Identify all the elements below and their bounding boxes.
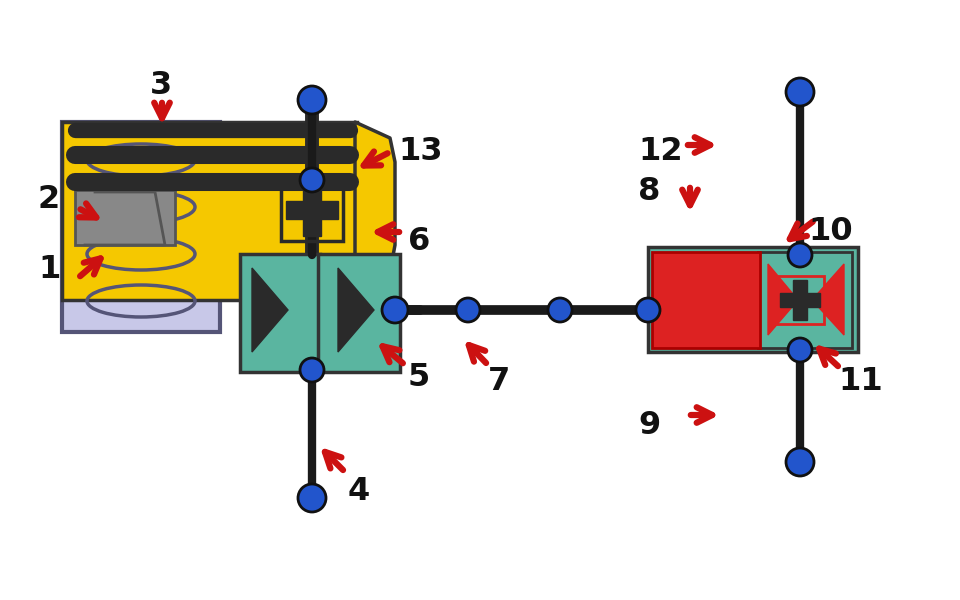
- Text: 9: 9: [638, 409, 660, 440]
- Text: 1: 1: [38, 254, 60, 286]
- Text: 11: 11: [838, 367, 883, 397]
- Polygon shape: [338, 268, 374, 352]
- Bar: [62, 122, 220, 332]
- Text: 6: 6: [408, 226, 430, 257]
- Polygon shape: [768, 264, 798, 335]
- Circle shape: [382, 297, 408, 323]
- Bar: [780, 293, 820, 307]
- Bar: [286, 202, 338, 218]
- Bar: [793, 280, 806, 320]
- Bar: [281, 179, 343, 241]
- Circle shape: [636, 298, 660, 322]
- Polygon shape: [812, 264, 844, 335]
- Circle shape: [298, 484, 326, 512]
- Bar: [303, 184, 321, 236]
- Bar: [648, 247, 858, 352]
- Text: 3: 3: [150, 70, 172, 100]
- Circle shape: [300, 168, 324, 192]
- Circle shape: [788, 338, 812, 362]
- Circle shape: [298, 86, 326, 114]
- Text: 13: 13: [398, 136, 443, 167]
- Text: 5: 5: [408, 362, 430, 394]
- Text: 4: 4: [348, 476, 371, 508]
- Circle shape: [786, 78, 814, 106]
- Circle shape: [786, 448, 814, 476]
- Bar: [758, 252, 852, 348]
- Circle shape: [548, 298, 572, 322]
- Text: 2: 2: [38, 185, 60, 215]
- Bar: [318, 254, 400, 372]
- Bar: [240, 254, 320, 372]
- Bar: [776, 276, 824, 324]
- Text: 12: 12: [638, 136, 683, 167]
- Circle shape: [456, 298, 480, 322]
- Text: 8: 8: [638, 176, 660, 208]
- Bar: [652, 252, 760, 348]
- Text: 7: 7: [488, 367, 511, 397]
- Bar: [62, 122, 357, 300]
- Polygon shape: [252, 268, 288, 352]
- Circle shape: [788, 243, 812, 267]
- Bar: [75, 190, 175, 245]
- Text: 10: 10: [808, 217, 852, 247]
- Circle shape: [300, 358, 324, 382]
- Polygon shape: [355, 122, 395, 292]
- Polygon shape: [85, 192, 165, 245]
